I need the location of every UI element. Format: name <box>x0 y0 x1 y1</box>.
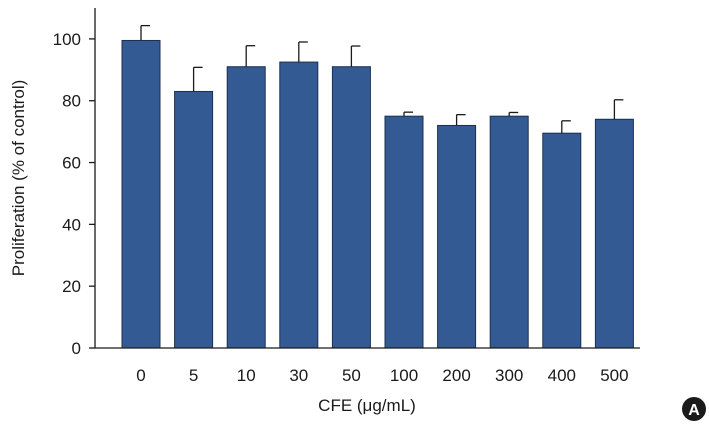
y-tick-label: 100 <box>53 30 81 49</box>
x-axis-label: CFE (μg/mL) <box>318 396 416 415</box>
x-tick-label: 500 <box>600 366 628 385</box>
x-tick-label: 5 <box>189 366 198 385</box>
bar <box>279 61 319 349</box>
x-tick-label: 50 <box>342 366 361 385</box>
x-tick-label: 10 <box>237 366 256 385</box>
bar <box>384 115 424 349</box>
bar <box>594 118 634 349</box>
panel-label: A <box>688 402 700 419</box>
y-axis-ticks: 0 20 40 60 80 100 <box>53 30 95 358</box>
x-tick-label: 100 <box>390 366 418 385</box>
x-tick-label: 30 <box>289 366 308 385</box>
error-bars-group <box>140 24 624 134</box>
y-tick-label: 20 <box>62 277 81 296</box>
y-tick-label: 40 <box>62 215 81 234</box>
bar <box>174 90 214 349</box>
y-tick-label: 80 <box>62 92 81 111</box>
y-tick-label: 0 <box>72 339 81 358</box>
x-tick-label: 200 <box>442 366 470 385</box>
y-axis-label: Proliferation (% of control) <box>9 80 28 277</box>
x-tick-label: 400 <box>548 366 576 385</box>
y-tick-label: 60 <box>62 154 81 173</box>
bar <box>542 132 582 349</box>
bar <box>121 39 161 349</box>
bar <box>489 115 529 349</box>
x-tick-label: 0 <box>136 366 145 385</box>
bar <box>226 66 266 349</box>
x-axis-tick-labels: 0 5 10 30 50 100 200 300 400 500 <box>136 366 628 385</box>
panel-label-badge: A <box>682 397 706 421</box>
bar <box>331 66 371 349</box>
bars-group <box>121 39 634 349</box>
bar <box>437 124 477 349</box>
x-tick-label: 300 <box>495 366 523 385</box>
